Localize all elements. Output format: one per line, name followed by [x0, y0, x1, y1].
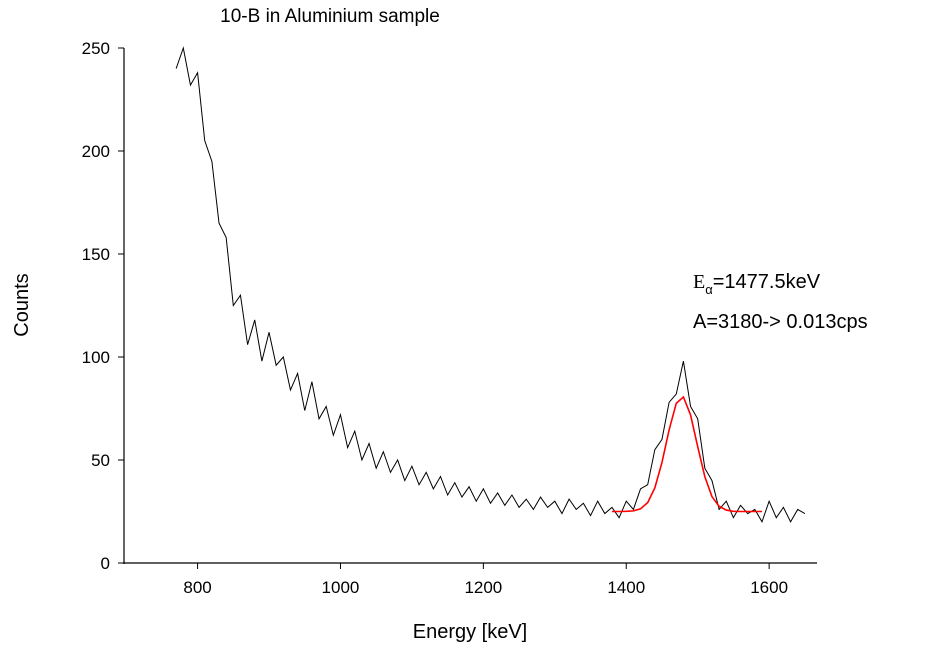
data-line: [175, 46, 806, 523]
x-tick-label: 1200: [464, 578, 502, 597]
x-tick-label: 1000: [322, 578, 360, 597]
y-tick-label: 100: [82, 348, 110, 367]
y-tick-label: 150: [82, 245, 110, 264]
x-tick-label: 1400: [607, 578, 645, 597]
chart-title: 10-B in Aluminium sample: [220, 6, 440, 27]
x-axis-label: Energy [keV]: [413, 621, 528, 643]
y-tick-label: 200: [82, 142, 110, 161]
y-tick-label: 0: [101, 554, 110, 573]
annotation: Eα=1477.5keV: [693, 271, 821, 297]
data-line: [611, 395, 762, 513]
x-tick-label: 800: [183, 578, 211, 597]
y-tick-label: 50: [91, 451, 110, 470]
annotation: A=3180-> 0.013cps: [693, 311, 868, 333]
annotation-part: E: [693, 271, 705, 293]
annotation-part: =1477.5keV: [713, 271, 821, 293]
y-axis-label: Counts: [11, 273, 33, 336]
x-tick-label: 1600: [750, 578, 788, 597]
y-tick-label: 250: [82, 39, 110, 58]
annotation-sub: α: [705, 282, 713, 297]
